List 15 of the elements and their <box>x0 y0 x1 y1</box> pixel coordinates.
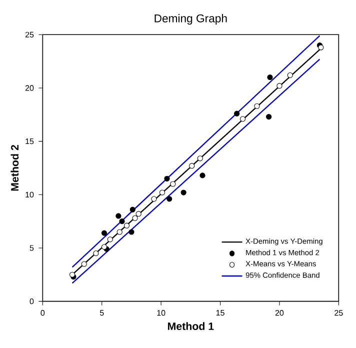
x-tick-label: 20 <box>275 310 284 316</box>
y-tick-label: 15 <box>26 138 34 144</box>
y-axis-title: Method 2 <box>10 145 19 191</box>
y-tick-label: 0 <box>30 298 34 304</box>
y-tick-label: 5 <box>30 245 34 251</box>
y-tick-label: 25 <box>25 32 34 38</box>
x-tick-label: 25 <box>334 310 343 316</box>
y-tick-label: 10 <box>26 192 34 198</box>
chart-title: Deming Graph <box>154 14 227 25</box>
x-tick-label: 10 <box>157 310 166 316</box>
x-axis-title: Method 1 <box>168 322 214 330</box>
x-tick-label: 0 <box>40 310 45 316</box>
x-tick-label: 5 <box>100 310 104 316</box>
y-tick-label: 20 <box>25 85 34 91</box>
x-tick-label: 15 <box>216 310 224 316</box>
